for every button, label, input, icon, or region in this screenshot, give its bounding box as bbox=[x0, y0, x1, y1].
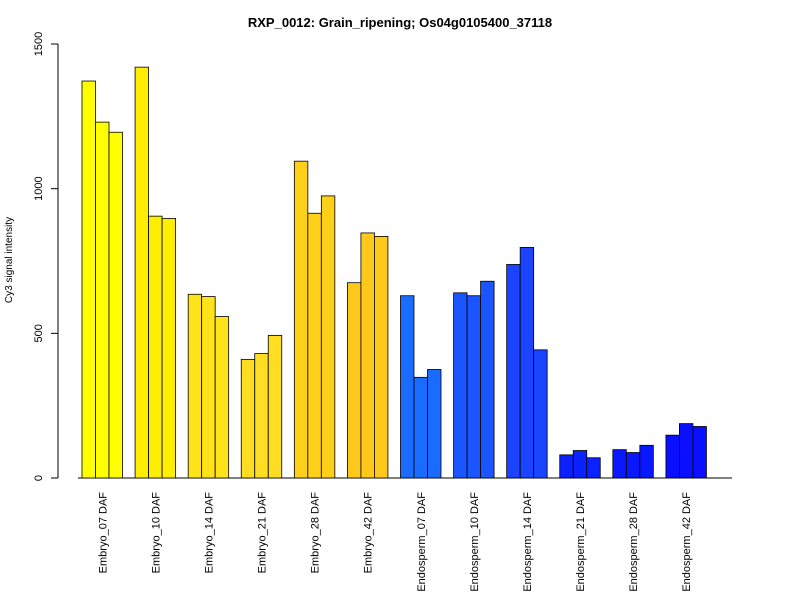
x-category-label: Endosperm_21 DAF bbox=[575, 492, 587, 592]
bar bbox=[506, 264, 521, 479]
bar bbox=[161, 218, 176, 479]
y-tick-label: 1500 bbox=[33, 32, 45, 56]
bar bbox=[639, 444, 654, 479]
x-category-label: Embryo_42 DAF bbox=[363, 492, 375, 574]
bar bbox=[453, 292, 468, 479]
x-category-label: Endosperm_10 DAF bbox=[469, 492, 481, 592]
x-category-label: Endosperm_14 DAF bbox=[522, 492, 534, 592]
x-category-label: Endosperm_42 DAF bbox=[681, 492, 693, 592]
bar bbox=[612, 449, 627, 479]
bar bbox=[559, 454, 574, 479]
bar bbox=[679, 423, 694, 479]
bar bbox=[480, 280, 495, 479]
bar bbox=[692, 426, 707, 479]
bar bbox=[148, 215, 163, 479]
bar bbox=[347, 282, 362, 479]
x-category-label: Embryo_14 DAF bbox=[203, 492, 215, 574]
x-category-label: Embryo_07 DAF bbox=[97, 492, 109, 574]
bar bbox=[466, 295, 481, 479]
x-axis-labels: Embryo_07 DAF Embryo_10 DAF Embryo_14 DAF E… bbox=[97, 492, 693, 592]
bar bbox=[108, 131, 123, 479]
bar bbox=[240, 358, 256, 479]
y-tick-label: 0 bbox=[33, 475, 45, 481]
bar bbox=[214, 316, 230, 479]
bar bbox=[81, 80, 96, 479]
x-category-label: Endosperm_28 DAF bbox=[628, 492, 640, 592]
bar bbox=[360, 232, 375, 479]
x-category-label: Embryo_28 DAF bbox=[310, 492, 322, 574]
bar bbox=[625, 452, 641, 479]
bar bbox=[413, 376, 428, 479]
bar bbox=[519, 246, 535, 479]
x-category-label: Endosperm_07 DAF bbox=[416, 492, 428, 592]
bar bbox=[293, 160, 309, 479]
bar bbox=[201, 296, 216, 479]
bar bbox=[400, 295, 415, 479]
bar bbox=[307, 212, 322, 479]
bar bbox=[254, 353, 269, 479]
bar bbox=[95, 121, 110, 479]
bar bbox=[320, 195, 336, 479]
x-category-label: Embryo_21 DAF bbox=[257, 492, 269, 574]
bar bbox=[427, 369, 442, 479]
bar bbox=[586, 457, 601, 479]
bar bbox=[374, 236, 389, 479]
bar bbox=[267, 334, 283, 479]
bar bbox=[187, 293, 203, 479]
bar bbox=[533, 349, 548, 479]
bar bbox=[665, 434, 680, 479]
y-tick-label: 1000 bbox=[33, 176, 45, 200]
chart-title: RXP_0012: Grain_ripening; Os04g0105400_3… bbox=[248, 15, 552, 30]
y-axis: 0 500 1000 1500 bbox=[33, 32, 59, 481]
y-tick-label: 500 bbox=[33, 324, 45, 342]
bars-group bbox=[78, 66, 732, 479]
y-axis-label: Cy3 signal intensity bbox=[4, 217, 15, 303]
bar bbox=[134, 66, 149, 479]
x-category-label: Embryo_10 DAF bbox=[150, 492, 162, 574]
bar bbox=[572, 450, 588, 479]
